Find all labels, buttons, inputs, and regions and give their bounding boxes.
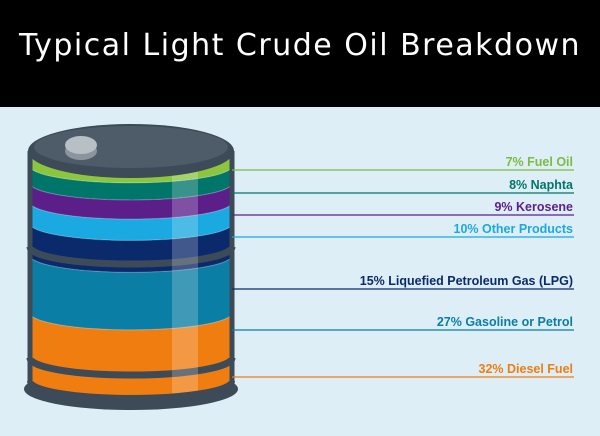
- barrel-bottom-edge: [27, 380, 235, 401]
- barrel-hoop: [26, 357, 236, 379]
- chart-panel: 7% Fuel Oil 8% Naphta 9% Kerosene 10% Other…: [0, 107, 600, 436]
- data-label: 8% Naphta: [509, 178, 574, 192]
- barrel-band: [30, 202, 232, 241]
- barrel-highlight: [172, 163, 198, 397]
- barrel-chart: 7% Fuel Oil 8% Naphta 9% Kerosene 10% Other…: [24, 124, 574, 410]
- data-label: 15% Liquefied Petroleum Gas (LPG): [360, 274, 573, 288]
- chart-title: Typical Light Crude Oil Breakdown: [18, 28, 581, 63]
- data-label: 7% Fuel Oil: [506, 155, 573, 169]
- barrel-band: [30, 182, 232, 220]
- band-edge: [29, 255, 233, 273]
- data-label: 10% Other Products: [454, 222, 574, 236]
- data-label: 27% Gasoline or Petrol: [437, 315, 573, 329]
- data-label: 9% Kerosene: [494, 200, 573, 214]
- band-edge: [29, 312, 233, 331]
- barrel-band: [30, 151, 232, 183]
- band-edge: [29, 165, 233, 184]
- barrel-lid: [34, 126, 228, 168]
- barrel-cap: [65, 136, 97, 154]
- barrel-band: [30, 255, 232, 330]
- barrel-band: [30, 312, 232, 398]
- barrel-hoop: [26, 246, 236, 268]
- title-banner: Typical Light Crude Oil Breakdown: [0, 0, 600, 107]
- barrel-band: [30, 165, 232, 200]
- data-label: 32% Diesel Fuel: [479, 362, 574, 376]
- band-edge: [29, 202, 233, 220]
- band-edge: [29, 182, 233, 201]
- band-edge: [29, 223, 233, 241]
